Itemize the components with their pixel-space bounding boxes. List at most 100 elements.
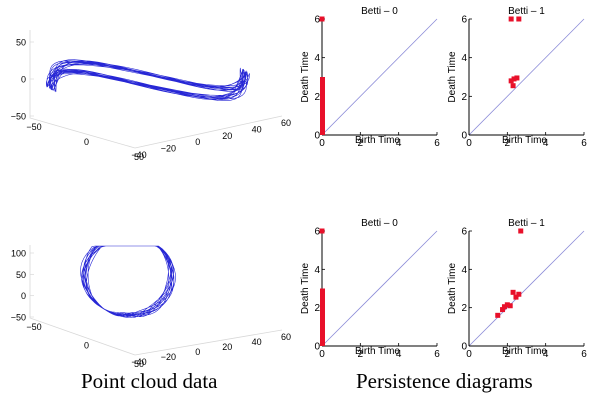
x-tick-label: 0: [84, 341, 89, 351]
z-tick-label: −50: [11, 313, 26, 323]
persistence-point: [513, 294, 519, 300]
x-tick-label: 2: [358, 349, 364, 360]
persistence-diagrams-caption: Persistence diagrams: [356, 369, 533, 393]
y-tick-label: 60: [281, 332, 291, 342]
floor-edge: [134, 115, 283, 149]
back-wall-edge: [29, 245, 136, 356]
x-tick-label: 2: [505, 349, 511, 360]
persistence-diagram-bottom-betti0: Betti – 0 0 2 4 6 0 2 4 6 Birth Time Death Time: [300, 218, 440, 360]
z-tick-label: 50: [16, 38, 26, 48]
z-tick-label: 0: [21, 291, 26, 301]
x-axis-label: Birth Time: [502, 135, 547, 146]
x-tick-label: 0: [319, 138, 325, 149]
y-tick-label: 6: [314, 227, 320, 238]
y-tick-label: 40: [252, 124, 262, 134]
point-cloud-caption: Point cloud data: [81, 369, 218, 393]
persistence-bar: [320, 288, 325, 346]
persistence-point: [518, 228, 524, 234]
x-tick-label: 50: [134, 359, 144, 369]
diagonal-line: [321, 230, 438, 347]
x-tick-label: 4: [396, 349, 402, 360]
y-tick-label: −40: [131, 150, 146, 160]
persistence-point: [514, 75, 520, 81]
persistence-point: [500, 307, 506, 313]
y-tick-label: 2: [314, 92, 320, 103]
y-axis-label: Death Time: [300, 262, 311, 314]
x-tick-label: 0: [84, 137, 89, 147]
y-tick-label: 4: [461, 53, 467, 64]
diagonal-line: [468, 18, 585, 136]
x-axis-label: Birth Time: [355, 135, 400, 146]
x-tick-label: −50: [26, 322, 41, 332]
y-tick-label: 0: [195, 137, 200, 147]
y-tick-label: −20: [161, 352, 176, 362]
y-tick-label: 20: [222, 131, 232, 141]
x-tick-label: 0: [466, 138, 472, 149]
trajectory-curve: [45, 59, 250, 102]
y-tick-label: 4: [314, 53, 320, 64]
diagonal-line: [468, 230, 585, 347]
y-tick-label: 0: [461, 131, 467, 142]
persistence-diagram-top-betti1: Betti – 1 0 2 4 6 0 2 4 6 Birth Time Death Time: [447, 6, 587, 149]
persistence-point: [516, 16, 522, 22]
y-tick-label: 0: [314, 131, 320, 142]
x-tick-label: 2: [358, 138, 364, 149]
back-walls: [29, 30, 283, 149]
back-wall-edge: [29, 30, 136, 149]
x-tick-label: 6: [581, 349, 587, 360]
y-tick-label: 6: [314, 15, 320, 26]
persistence-point: [319, 228, 325, 234]
persistence-point: [516, 291, 522, 297]
y-tick-label: 20: [222, 342, 232, 352]
chart-title: Betti – 0: [361, 218, 398, 229]
y-tick-label: −40: [131, 357, 146, 367]
trajectory-curve: [80, 245, 176, 318]
x-tick-label: 4: [543, 349, 549, 360]
x-axis-label: Birth Time: [502, 346, 547, 357]
y-tick-label: 4: [314, 265, 320, 276]
y-tick-label: 40: [252, 337, 262, 347]
y-axis-label: Death Time: [447, 51, 458, 103]
persistence-point: [504, 302, 510, 308]
persistence-point: [501, 304, 507, 310]
y-tick-label: 6: [461, 227, 467, 238]
y-axis-label: Death Time: [447, 262, 458, 314]
x-tick-label: 6: [581, 138, 587, 149]
y-tick-label: 0: [461, 342, 467, 353]
persistence-point: [508, 78, 514, 84]
y-tick-label: 0: [195, 347, 200, 357]
chart-title: Betti – 1: [508, 218, 545, 229]
x-axis-label: Birth Time: [355, 346, 400, 357]
y-tick-label: 2: [461, 303, 467, 314]
persistence-point: [510, 83, 516, 89]
y-tick-label: 60: [281, 118, 291, 128]
x-tick-label: 2: [505, 138, 511, 149]
persistence-point: [511, 76, 517, 82]
x-tick-label: 50: [134, 152, 144, 162]
persistence-point: [495, 312, 501, 318]
persistence-point: [508, 16, 514, 22]
chart-title: Betti – 1: [508, 6, 545, 17]
z-tick-label: −50: [11, 112, 26, 122]
x-tick-label: 0: [319, 349, 325, 360]
x-tick-label: 6: [434, 349, 440, 360]
z-tick-label: 50: [16, 270, 26, 280]
chart-title: Betti – 0: [361, 6, 398, 17]
persistence-diagram-bottom-betti1: Betti – 1 0 2 4 6 0 2 4 6 Birth Time Death Time: [447, 218, 587, 360]
y-tick-label: −20: [161, 144, 176, 154]
back-walls: [29, 245, 283, 356]
diagonal-line: [321, 18, 438, 136]
persistence-point: [507, 303, 513, 309]
floor-edge: [134, 329, 283, 356]
x-tick-label: 4: [396, 138, 402, 149]
x-tick-label: −50: [26, 122, 41, 132]
persistence-point: [510, 289, 516, 295]
z-tick-label: 100: [11, 249, 26, 259]
y-axis-label: Death Time: [300, 51, 311, 103]
persistence-point: [319, 16, 325, 22]
x-tick-label: 6: [434, 138, 440, 149]
y-tick-label: 4: [461, 265, 467, 276]
